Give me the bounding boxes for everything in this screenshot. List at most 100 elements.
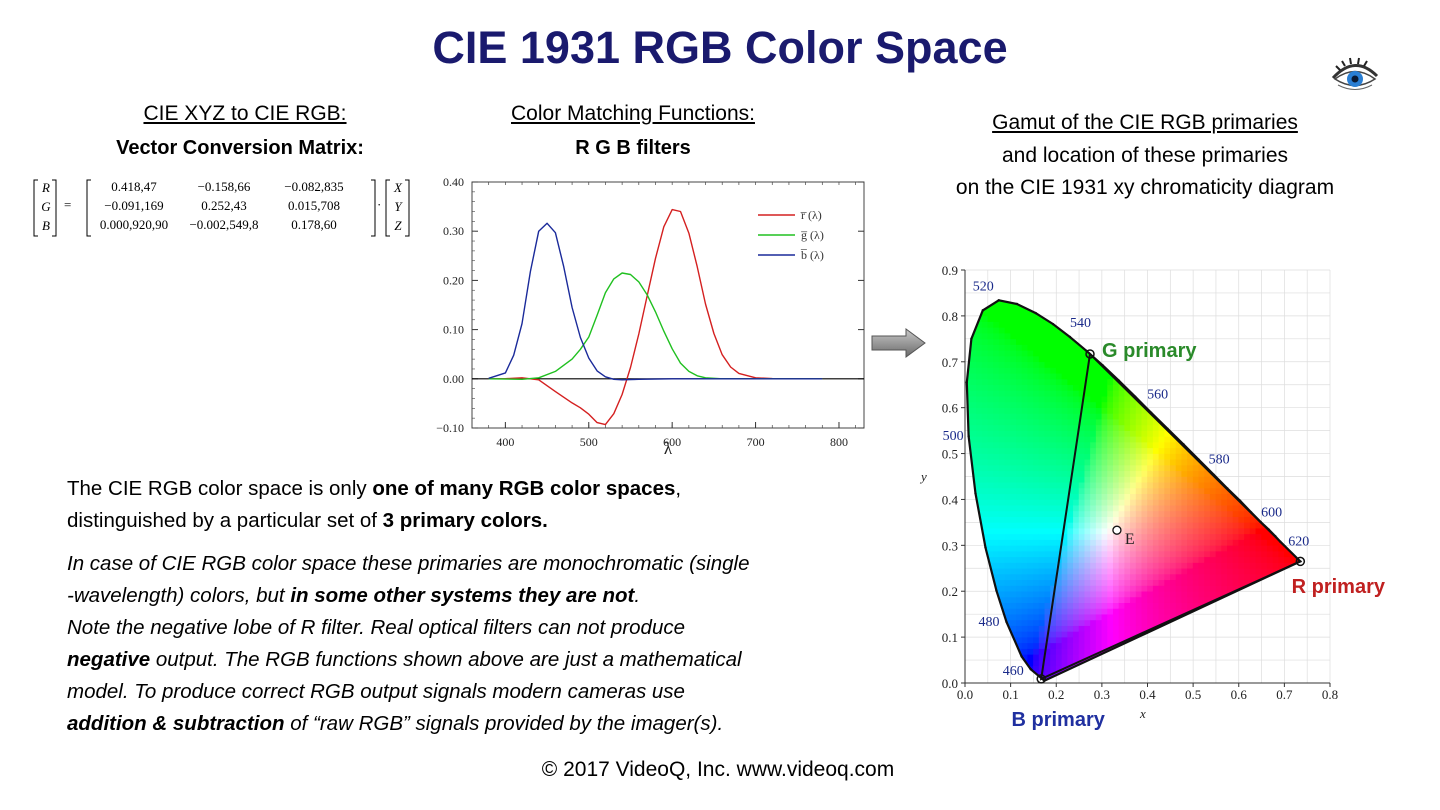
color-cell xyxy=(998,321,1006,328)
footer-copyright: © 2017 VideoQ, Inc. www.videoq.com xyxy=(541,758,895,781)
color-cell xyxy=(1198,654,1205,661)
color-cell xyxy=(1164,367,1171,374)
color-cell xyxy=(1227,441,1234,449)
color-cell xyxy=(1301,648,1307,654)
color-cell xyxy=(976,665,983,672)
color-cell xyxy=(1027,493,1034,500)
color-cell xyxy=(1101,550,1108,558)
color-cell xyxy=(1273,293,1279,299)
color-cell xyxy=(1118,424,1125,431)
color-cell xyxy=(1090,470,1097,477)
color-cell xyxy=(1078,579,1086,586)
color-cell xyxy=(1152,447,1160,454)
color-cell xyxy=(1107,545,1114,552)
locus-tick xyxy=(1029,668,1032,671)
color-cell xyxy=(1244,493,1251,500)
color-cell xyxy=(1170,293,1176,299)
color-cell xyxy=(1238,458,1245,466)
color-cell xyxy=(993,562,1000,569)
color-cell xyxy=(1050,522,1057,529)
color-cell xyxy=(981,585,989,592)
color-cell xyxy=(1227,407,1234,414)
color-cell xyxy=(1055,441,1063,449)
color-cell xyxy=(1221,355,1228,363)
color-cell xyxy=(1301,470,1307,476)
color-cell xyxy=(1090,676,1097,681)
series-line-g xyxy=(488,272,823,381)
color-cell xyxy=(1027,527,1034,535)
color-cell xyxy=(1055,579,1063,586)
color-cell xyxy=(1272,372,1279,380)
color-cell xyxy=(1124,585,1131,592)
color-cell xyxy=(1295,424,1301,431)
color-cell xyxy=(1112,436,1120,443)
color-cell xyxy=(1135,321,1143,328)
color-cell xyxy=(1278,579,1285,586)
color-cell xyxy=(966,596,972,603)
color-cell xyxy=(1307,367,1313,373)
color-cell xyxy=(1095,504,1103,512)
color-cell xyxy=(1181,390,1188,397)
color-cell xyxy=(1101,304,1108,311)
color-cell xyxy=(1261,619,1268,626)
color-cell xyxy=(1278,648,1285,655)
color-cell xyxy=(1266,367,1274,374)
color-cell xyxy=(1004,447,1011,454)
color-cell xyxy=(1061,556,1068,563)
color-cell xyxy=(1164,327,1171,334)
color-cell xyxy=(1221,300,1228,305)
color-cell xyxy=(1266,676,1274,681)
color-cell xyxy=(1016,481,1023,489)
color-cell xyxy=(1038,355,1046,363)
color-cell xyxy=(1033,585,1040,592)
color-cell xyxy=(1124,539,1131,546)
color-cell xyxy=(1010,453,1017,460)
color-cell xyxy=(1301,499,1307,505)
color-cell xyxy=(1055,384,1063,391)
color-cell xyxy=(1147,539,1154,546)
color-cell xyxy=(987,596,994,603)
y-tick-label: 0.0 xyxy=(942,676,958,691)
color-cell xyxy=(1055,315,1063,322)
color-cell xyxy=(1192,671,1200,678)
color-cell xyxy=(1295,344,1301,351)
color-cell xyxy=(1204,573,1211,581)
color-cell xyxy=(1255,654,1262,661)
color-cell xyxy=(987,487,994,495)
color-cell xyxy=(1307,287,1313,293)
wavelength-label: 480 xyxy=(979,615,1000,630)
color-cell xyxy=(1244,338,1251,345)
color-cell xyxy=(1272,413,1279,420)
color-cell xyxy=(1055,390,1063,397)
color-cell xyxy=(1181,625,1188,632)
color-cell xyxy=(1170,436,1177,443)
color-cell xyxy=(1078,355,1086,363)
color-cell xyxy=(1095,464,1103,472)
color-cell xyxy=(1266,619,1274,626)
color-cell xyxy=(1187,309,1194,317)
color-cell xyxy=(1227,418,1234,426)
color-cell xyxy=(1044,510,1051,517)
color-cell xyxy=(1090,671,1097,678)
color-cell xyxy=(1204,522,1211,529)
color-cell xyxy=(1135,671,1143,678)
color-cell xyxy=(1278,476,1285,483)
color-cell xyxy=(1198,447,1205,454)
color-cell xyxy=(1170,476,1177,483)
color-cell xyxy=(987,631,994,638)
color-cell xyxy=(1073,510,1080,517)
color-cell xyxy=(1215,390,1222,397)
color-cell xyxy=(1261,613,1268,621)
wavelength-label: 560 xyxy=(1147,388,1168,403)
color-cell xyxy=(966,613,972,621)
color-cell xyxy=(1227,413,1234,420)
color-cell xyxy=(1021,395,1029,403)
x-tick-label: 800 xyxy=(830,435,848,449)
color-cell xyxy=(1027,562,1034,569)
color-cell xyxy=(1067,579,1074,586)
color-cell xyxy=(1209,493,1217,500)
white-point-marker xyxy=(1112,525,1122,535)
color-cell xyxy=(1073,332,1080,340)
color-cell xyxy=(1221,293,1227,299)
color-cell xyxy=(1061,631,1068,638)
